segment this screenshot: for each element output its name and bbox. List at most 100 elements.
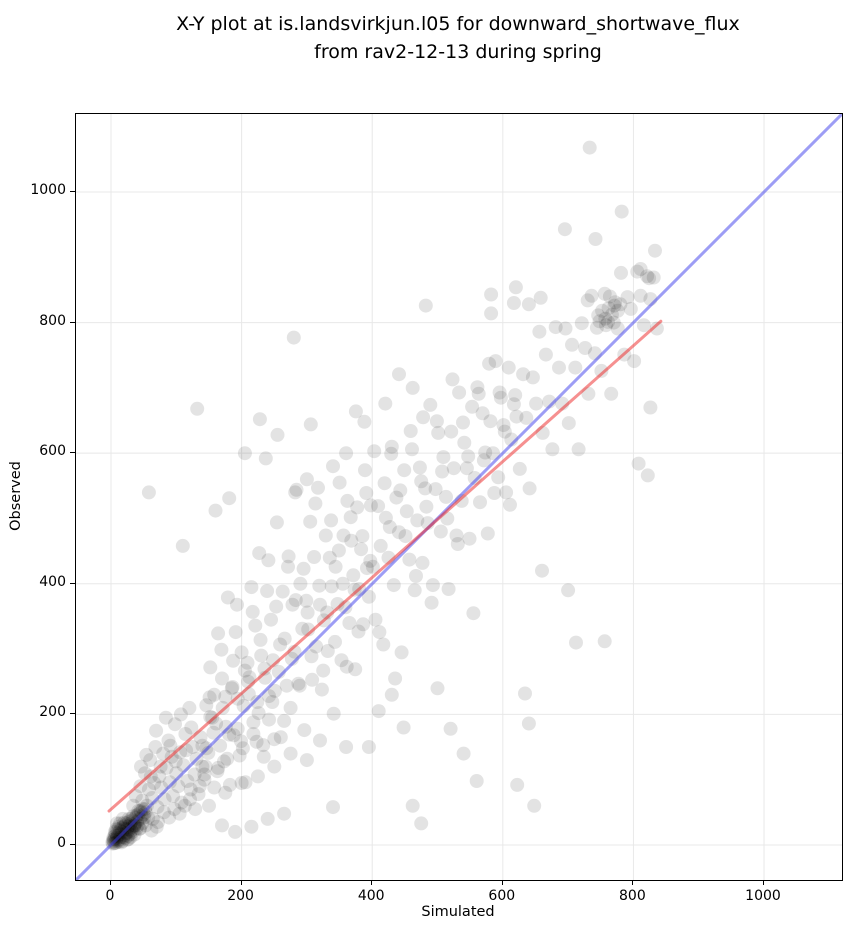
y-tick-mark xyxy=(70,191,75,192)
scatter-point xyxy=(109,816,124,831)
scatter-point xyxy=(342,616,357,630)
scatter-point xyxy=(135,793,150,808)
scatter-point xyxy=(124,819,139,834)
scatter-point xyxy=(264,612,278,627)
scatter-point xyxy=(238,775,253,790)
scatter-point xyxy=(128,816,143,831)
scatter-point xyxy=(141,485,156,500)
scatter-point xyxy=(414,474,429,489)
scatter-point xyxy=(262,712,276,727)
scatter-point xyxy=(456,746,471,761)
scatter-point xyxy=(376,637,391,652)
x-tick-label: 1000 xyxy=(745,888,781,904)
scatter-point xyxy=(482,356,497,371)
scatter-point xyxy=(649,321,664,336)
scatter-point xyxy=(608,295,623,310)
x-tick-mark xyxy=(632,880,634,885)
scatter-point xyxy=(256,749,271,764)
scatter-point xyxy=(574,316,589,331)
scatter-point xyxy=(503,497,517,512)
scatter-point xyxy=(173,745,188,760)
scatter-point xyxy=(643,400,658,415)
scatter-point xyxy=(307,550,322,564)
scatter-point xyxy=(372,625,387,640)
scatter-point xyxy=(623,301,638,316)
scatter-point xyxy=(346,568,361,583)
scatter-point xyxy=(168,754,183,769)
scatter-point xyxy=(445,372,460,387)
x-tick-mark xyxy=(763,880,764,885)
scatter-point xyxy=(561,416,576,431)
scatter-point xyxy=(642,271,657,286)
scatter-point xyxy=(134,805,148,820)
scatter-point xyxy=(220,590,235,605)
scatter-point xyxy=(147,776,162,790)
scatter-point xyxy=(218,689,233,704)
scatter-point xyxy=(168,717,182,732)
scatter-point xyxy=(493,390,508,405)
scatter-point xyxy=(388,671,403,686)
scatter-point xyxy=(144,823,159,838)
scatter-point xyxy=(138,818,153,833)
scatter-point xyxy=(361,740,376,754)
scatter-point xyxy=(178,727,193,741)
y-tick-mark xyxy=(70,844,75,845)
scatter-point xyxy=(367,444,382,459)
chart-title: X-Y plot at is.landsvirkjun.l05 for down… xyxy=(75,11,841,66)
scatter-point xyxy=(208,503,223,518)
scatter-point xyxy=(371,499,386,514)
scatter-point xyxy=(363,498,378,513)
scatter-point xyxy=(521,297,536,312)
scatter-point xyxy=(197,767,212,782)
scatter-point xyxy=(373,538,388,553)
scatter-point xyxy=(328,634,342,649)
scatter-point xyxy=(425,578,440,593)
scatter-point xyxy=(588,232,603,246)
scatter-point xyxy=(132,821,147,836)
scatter-point xyxy=(328,559,343,574)
scatter-point xyxy=(285,597,300,612)
scatter-point xyxy=(565,337,579,352)
scatter-point xyxy=(331,543,346,558)
scatter-point xyxy=(184,720,199,735)
scatter-point xyxy=(601,314,615,329)
scatter-point xyxy=(211,626,226,641)
scatter-point xyxy=(226,653,241,668)
scatter-point xyxy=(589,320,604,335)
scatter-point xyxy=(326,800,340,815)
scatter-point xyxy=(461,449,476,464)
scatter-point xyxy=(410,513,425,528)
scatter-point xyxy=(167,802,182,817)
scatter-point xyxy=(484,287,499,302)
scatter-point xyxy=(433,524,448,539)
scatter-point xyxy=(237,446,252,461)
scatter-point xyxy=(492,385,507,400)
scatter-point xyxy=(443,721,458,736)
scatter-point xyxy=(640,468,655,483)
scatter-point xyxy=(412,460,427,475)
scatter-point xyxy=(173,707,188,722)
scatter-point xyxy=(384,439,399,454)
scatter-point xyxy=(234,734,248,749)
y-tick-mark xyxy=(70,713,75,715)
scatter-point xyxy=(358,463,372,478)
scatter-point xyxy=(234,645,249,660)
scatter-point xyxy=(339,740,354,754)
scatter-point xyxy=(300,605,315,620)
scatter-point xyxy=(139,747,154,762)
scatter-point xyxy=(235,741,250,756)
scatter-point xyxy=(128,810,143,825)
scatter-point xyxy=(152,769,167,784)
scatter-point xyxy=(368,612,383,627)
scatter-point xyxy=(378,510,393,525)
scatter-point xyxy=(136,802,150,817)
scatter-point xyxy=(462,531,477,546)
scatter-point xyxy=(224,681,239,696)
scatter-point xyxy=(378,396,393,411)
scatter-point xyxy=(471,386,486,401)
scatter-point xyxy=(151,815,165,830)
scatter-point xyxy=(108,836,123,850)
scatter-point xyxy=(106,832,120,847)
scatter-point xyxy=(527,798,542,813)
scatter-point xyxy=(260,811,275,826)
